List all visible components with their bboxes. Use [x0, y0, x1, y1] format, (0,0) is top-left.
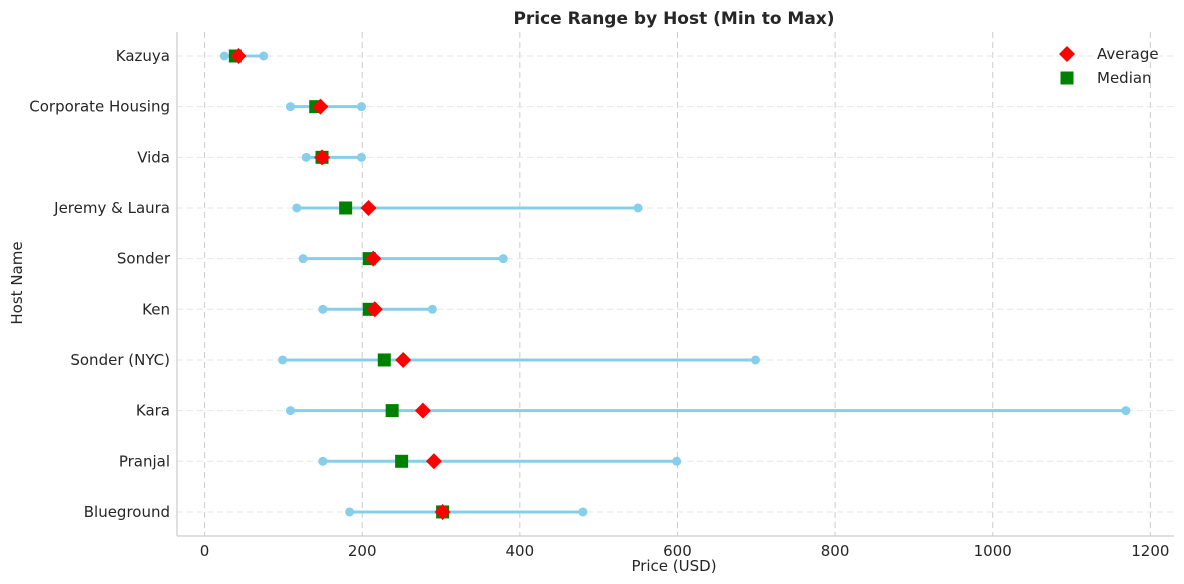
- min-point: [278, 355, 288, 365]
- y-tick-label: Vida: [137, 148, 170, 166]
- average-marker: [414, 402, 431, 419]
- average-marker: [314, 149, 331, 166]
- x-tick-label: 1200: [1131, 542, 1169, 560]
- legend-median-marker: [1060, 71, 1074, 85]
- max-point: [498, 254, 508, 264]
- x-tick-label: 1000: [974, 542, 1012, 560]
- min-point: [301, 152, 311, 162]
- axes: [176, 32, 1174, 537]
- y-tick-label: Ken: [142, 300, 170, 318]
- min-point: [345, 507, 355, 517]
- chart-title: Price Range by Host (Min to Max): [513, 9, 834, 29]
- min-point: [285, 102, 295, 112]
- y-tick-label: Blueground: [84, 503, 170, 521]
- x-tick-label: 400: [506, 542, 535, 560]
- y-tick-label: Kara: [136, 402, 170, 420]
- min-point: [219, 51, 229, 61]
- median-marker: [385, 404, 399, 418]
- x-tick-label: 0: [200, 542, 210, 560]
- x-tick-label: 600: [663, 542, 692, 560]
- data-marks: [219, 48, 1131, 520]
- average-marker: [230, 48, 247, 64]
- min-point: [292, 203, 302, 213]
- median-marker: [395, 454, 409, 468]
- y-tick-label: Jeremy & Laura: [53, 199, 170, 217]
- y-tick-label: Kazuya: [116, 47, 170, 65]
- median-marker: [339, 201, 353, 215]
- average-marker: [366, 301, 383, 318]
- average-marker: [312, 98, 329, 115]
- max-point: [1121, 406, 1131, 416]
- max-point: [633, 203, 643, 213]
- y-tick-label: Sonder: [117, 250, 171, 268]
- y-tick-label: Corporate Housing: [29, 98, 170, 116]
- average-marker: [365, 250, 382, 267]
- x-axis-label: Price (USD): [631, 557, 716, 575]
- max-point: [356, 152, 366, 162]
- min-point: [285, 406, 295, 416]
- legend-average-marker: [1059, 46, 1075, 62]
- max-point: [672, 456, 682, 466]
- min-point: [298, 254, 308, 264]
- max-point: [259, 51, 269, 61]
- max-point: [427, 304, 437, 314]
- legend-label: Median: [1097, 69, 1152, 87]
- grid: [177, 32, 1174, 536]
- max-point: [356, 102, 366, 112]
- tick-labels: 0 200 400 600 800 1000 1200 Kazuya Corporate Hou…: [29, 47, 1169, 560]
- y-tick-label: Pranjal: [119, 452, 170, 470]
- y-tick-label: Sonder (NYC): [70, 351, 170, 369]
- median-marker: [377, 353, 391, 367]
- max-point: [578, 507, 588, 517]
- min-point: [318, 456, 328, 466]
- x-tick-label: 200: [348, 542, 377, 560]
- legend: Average Median: [1059, 45, 1159, 87]
- average-marker: [395, 351, 412, 368]
- average-marker: [425, 453, 442, 470]
- max-point: [750, 355, 760, 365]
- x-tick-label: 800: [821, 542, 850, 560]
- y-axis-label: Host Name: [8, 241, 26, 324]
- average-marker: [434, 503, 451, 520]
- min-point: [318, 304, 328, 314]
- legend-label: Average: [1097, 45, 1159, 63]
- average-marker: [360, 199, 377, 216]
